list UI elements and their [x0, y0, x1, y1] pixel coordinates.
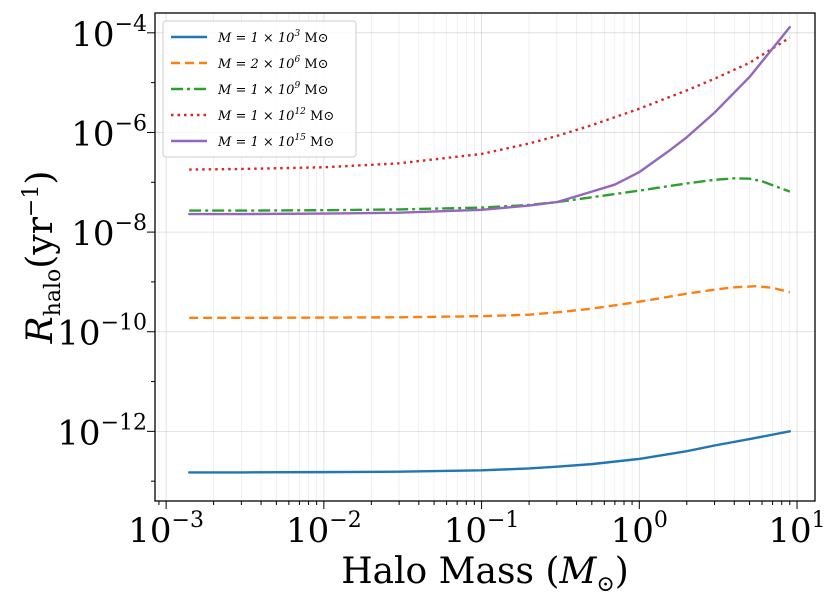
x-tick-label: 10−1 [444, 508, 520, 551]
y-tick-label: 10−12 [57, 410, 147, 453]
series-lines [187, 25, 792, 474]
y-tick-label: 10−6 [71, 111, 147, 154]
svg-text:Halo Mass (M⊙): Halo Mass (M⊙) [341, 551, 629, 597]
y-tick-label: 10−8 [71, 211, 147, 254]
series-line-2 [189, 285, 791, 320]
svg-text:Rhalo(yr−1): Rhalo(yr−1) [19, 171, 66, 345]
x-tick-label: 10−3 [128, 508, 204, 551]
series-line-5 [187, 25, 792, 216]
y-tick-label: 10−4 [71, 12, 147, 55]
x-axis-label: Halo Mass (M⊙) [341, 551, 629, 597]
series-line-1 [187, 430, 792, 474]
legend-label-2: M = 2 × 106 M⊙ [217, 55, 329, 72]
legend-box [162, 20, 357, 158]
axis-ticks: 10−3 10−2 10−1 100 101 10−12 10−10 10−8 10−6 10−4 [57, 12, 825, 551]
legend: M = 1 × 103 M⊙ M = 2 × 106 M⊙ M = 1 × 109 … [162, 20, 357, 158]
x-tick-label: 100 [611, 508, 668, 551]
x-tick-label: 10−2 [286, 508, 362, 551]
legend-label-3: M = 1 × 109 M⊙ [217, 81, 329, 98]
legend-label-5: M = 1 × 1015 M⊙ [217, 133, 334, 150]
legend-label-1: M = 1 × 103 M⊙ [217, 29, 329, 46]
y-axis-label: Rhalo(yr−1) [19, 171, 66, 345]
x-tick-label: 101 [768, 508, 825, 551]
series-line-3 [189, 177, 791, 212]
legend-label-4: M = 1 × 1012 M⊙ [217, 107, 334, 124]
plot-frame [154, 12, 816, 502]
y-tick-label: 10−10 [57, 311, 147, 354]
